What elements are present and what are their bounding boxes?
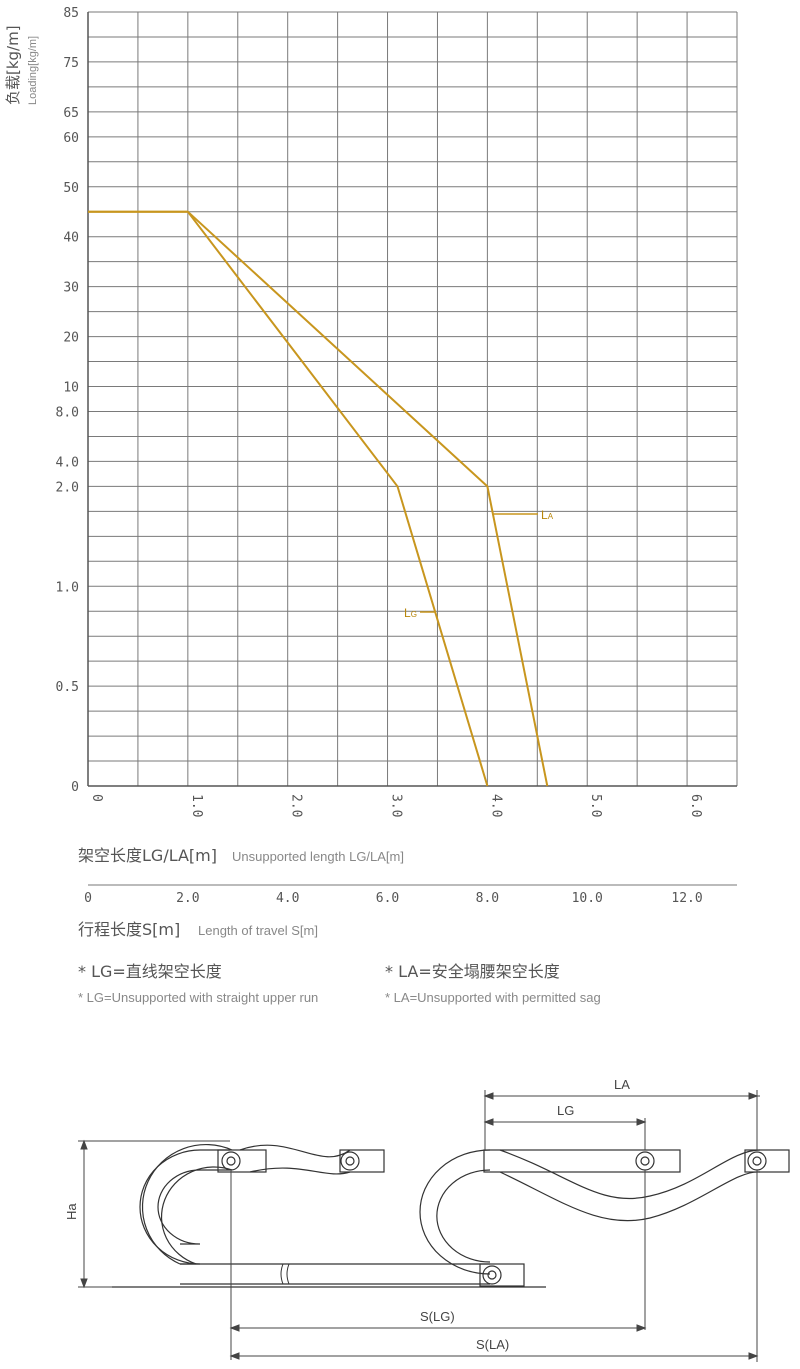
- y-tick-label: 75: [63, 56, 79, 71]
- x-tick-label: 1.0: [189, 794, 204, 817]
- y-tick-label: 85: [63, 6, 79, 21]
- dim-la-label: LA: [614, 1077, 630, 1092]
- x-tick-label: 4.0: [488, 794, 503, 817]
- dim-s-lg-label: S(LG): [420, 1309, 455, 1324]
- dim-lg-label: LG: [557, 1103, 574, 1118]
- travel-tick-label: 10.0: [572, 891, 603, 906]
- travel-tick-label: 6.0: [376, 891, 399, 906]
- y-tick-label: 50: [63, 181, 79, 196]
- note-la-en: * LA=Unsupported with permitted sag: [385, 990, 601, 1005]
- x-tick-label: 6.0: [688, 794, 703, 817]
- x-tick-label: 2.0: [289, 794, 304, 817]
- dim-s-la-label: S(LA): [476, 1337, 509, 1352]
- x-axis-label-travel-en: Length of travel S[m]: [198, 923, 318, 938]
- y-tick-label: 2.0: [56, 480, 79, 495]
- note-la-cn: * LA=安全塌腰架空长度: [385, 962, 560, 981]
- y-tick-label: 1.0: [56, 580, 79, 595]
- y-tick-label: 20: [63, 331, 79, 346]
- travel-tick-labels: 0 2.0 4.0 6.0 8.0 10.0 12.0: [84, 891, 703, 906]
- curves: [88, 210, 549, 787]
- y-axis-label-cn: 负载[kg/m]: [4, 25, 22, 105]
- travel-tick-label: 12.0: [671, 891, 702, 906]
- y-tick-label: 4.0: [56, 455, 79, 470]
- x-tick-label: 0: [89, 794, 104, 802]
- chart-grid: [87, 11, 738, 787]
- y-axis-label-en: Loading[kg/m]: [27, 36, 39, 105]
- x-axis-label-length-en: Unsupported length LG/LA[m]: [232, 849, 404, 864]
- note-lg-cn: * LG=直线架空长度: [78, 962, 222, 981]
- y-tick-label: 10: [63, 381, 79, 396]
- y-tick-label: 40: [63, 231, 79, 246]
- x-axis-label-travel-cn: 行程长度S[m]: [78, 920, 180, 939]
- dimension-lines: [78, 1090, 760, 1362]
- y-tick-label: 0: [71, 780, 79, 795]
- y-tick-label: 30: [63, 281, 79, 296]
- curve-la: [88, 210, 549, 787]
- y-tick-label: 60: [63, 131, 79, 146]
- dim-ha-label: Ha: [64, 1203, 79, 1220]
- x-axis-label-length-cn: 架空长度LG/LA[m]: [78, 846, 217, 865]
- y-tick-labels: 0 0.5 1.0 2.0 4.0 8.0 10 20 30 40 50 60 65 75 85: [56, 6, 79, 795]
- travel-tick-label: 0: [84, 891, 92, 906]
- cable-carrier-diagram: [112, 1143, 790, 1288]
- y-tick-label: 65: [63, 106, 79, 121]
- x-tick-labels: 0 1.0 2.0 3.0 4.0 5.0 6.0: [89, 794, 703, 817]
- x-tick-label: 3.0: [389, 794, 404, 817]
- travel-tick-label: 8.0: [476, 891, 499, 906]
- travel-tick-label: 2.0: [176, 891, 199, 906]
- y-tick-label: 0.5: [56, 680, 79, 695]
- x-tick-label: 5.0: [588, 794, 603, 817]
- lg-curve-label: LG: [404, 606, 417, 620]
- note-lg-en: * LG=Unsupported with straight upper run: [78, 990, 318, 1005]
- y-tick-label: 8.0: [56, 405, 79, 420]
- la-curve-label: LA: [541, 508, 554, 522]
- travel-tick-label: 4.0: [276, 891, 299, 906]
